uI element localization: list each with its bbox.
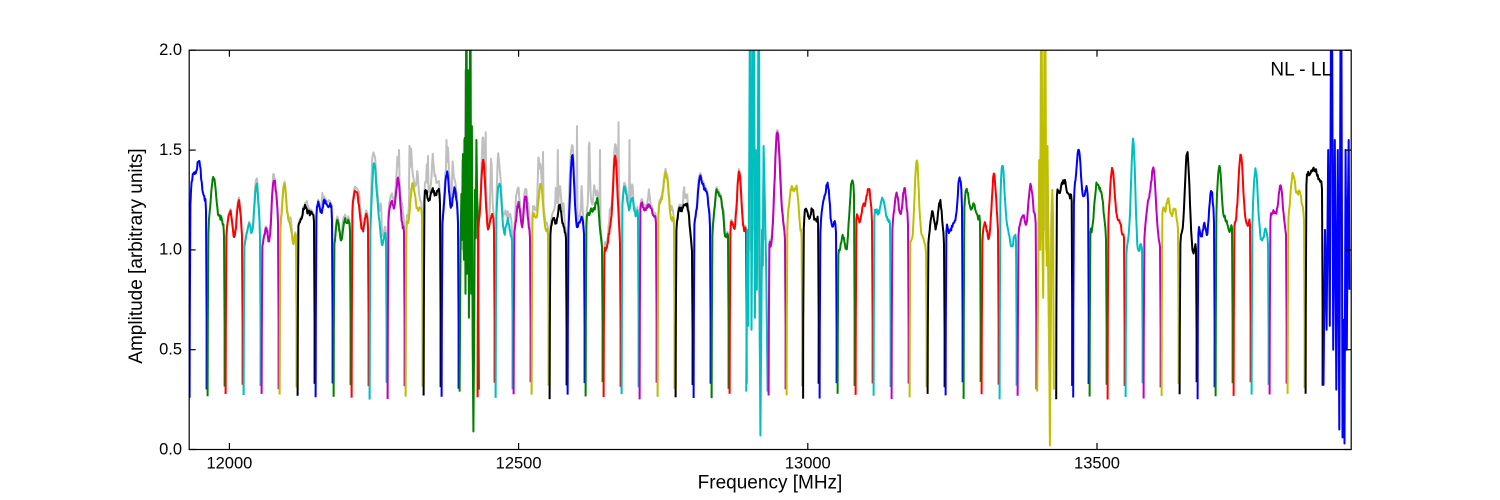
- svg-text:13000: 13000: [785, 455, 831, 473]
- svg-text:NL - LL: NL - LL: [1270, 60, 1332, 81]
- svg-text:Frequency [MHz]: Frequency [MHz]: [698, 473, 843, 494]
- svg-text:12500: 12500: [496, 455, 542, 473]
- svg-text:1.0: 1.0: [159, 241, 182, 259]
- svg-text:12000: 12000: [206, 455, 252, 473]
- svg-text:13500: 13500: [1074, 455, 1120, 473]
- svg-text:2.0: 2.0: [159, 41, 182, 59]
- svg-text:0.0: 0.0: [159, 440, 182, 458]
- svg-text:Amplitude [arbitrary units]: Amplitude [arbitrary units]: [126, 148, 147, 363]
- svg-text:1.5: 1.5: [159, 141, 182, 159]
- svg-text:0.5: 0.5: [159, 341, 182, 359]
